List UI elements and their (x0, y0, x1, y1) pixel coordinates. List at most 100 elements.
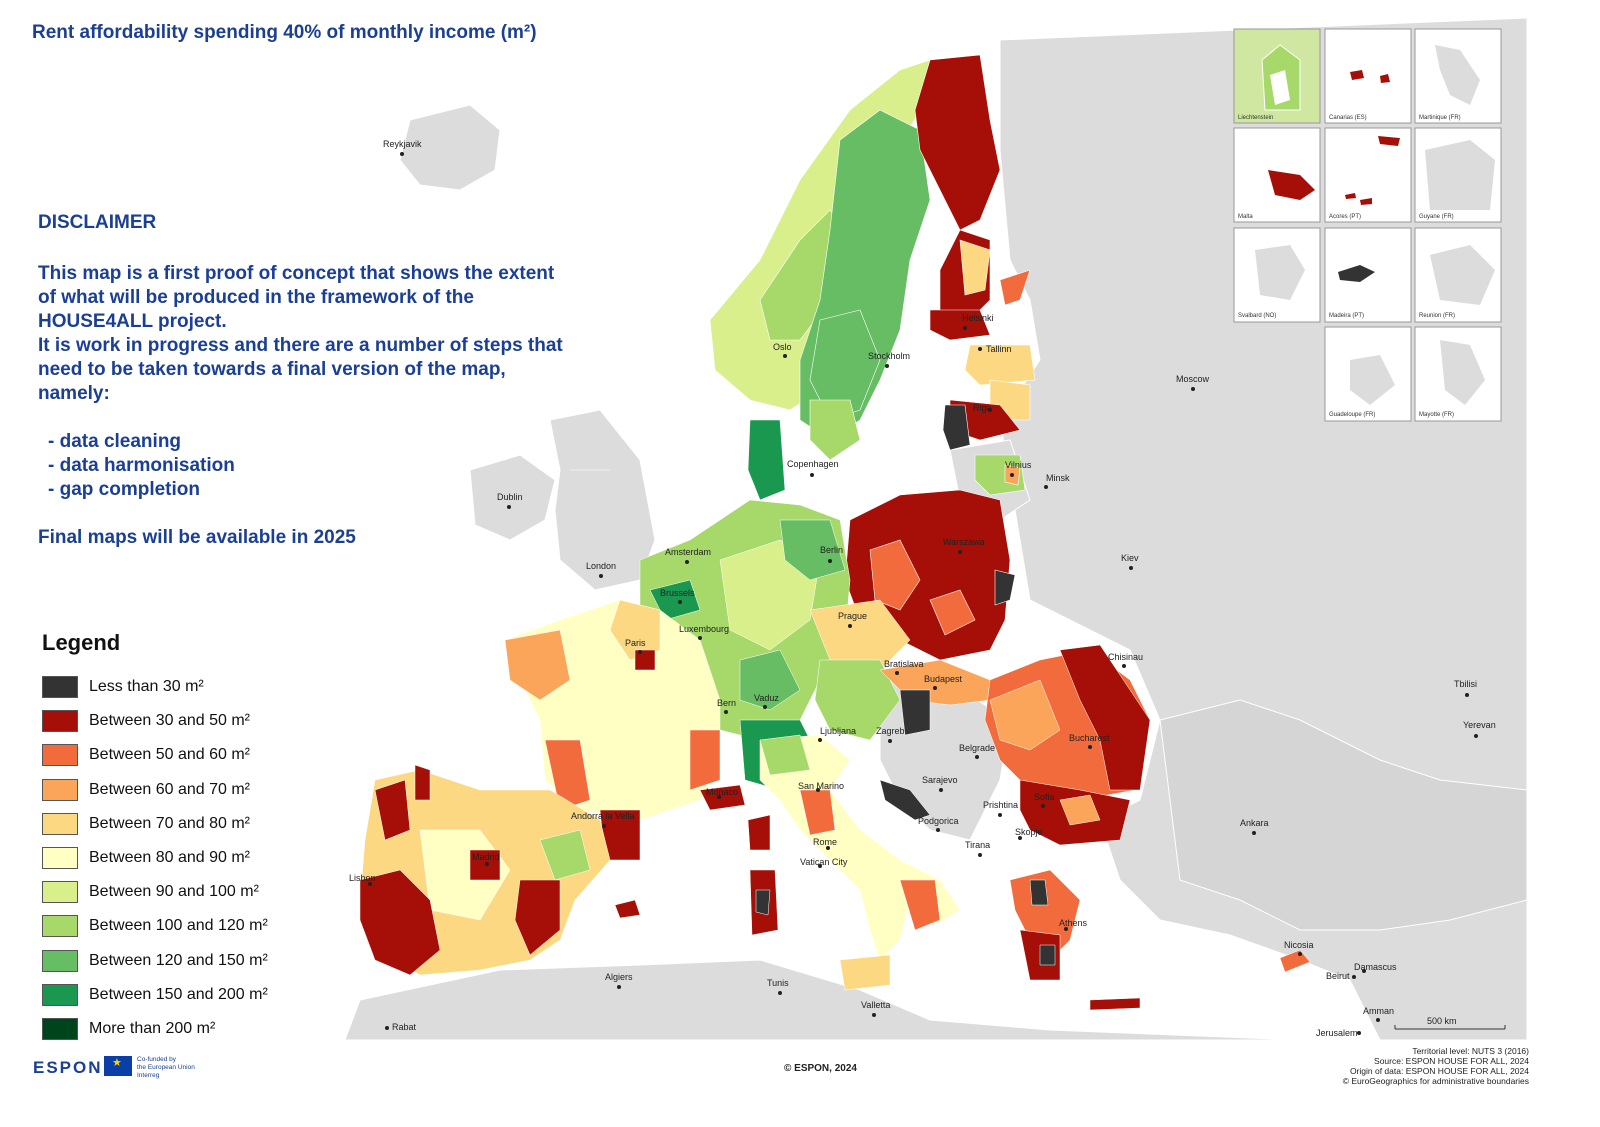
city-markers (368, 152, 1478, 1035)
city-label-sarajevo: Sarajevo (922, 775, 958, 785)
city-label-prishtina: Prishtina (983, 800, 1018, 810)
legend-title: Legend (42, 630, 121, 655)
map-title: Rent affordability spending 40% of month… (32, 22, 537, 43)
disclaimer-list-item: - data cleaning (48, 431, 182, 452)
city-label-monaco: Monaco (706, 787, 738, 797)
legend-item: Between 50 and 60 m² (42, 738, 332, 772)
disclaimer-line: of what will be produced in the framewor… (38, 287, 474, 308)
city-label-moscow: Moscow (1176, 374, 1210, 384)
legend-swatch (42, 744, 78, 767)
city-label-yerevan: Yerevan (1463, 720, 1496, 730)
legend-item: Between 30 and 50 m² (42, 704, 332, 738)
legend: Legend Less than 30 m² Between 30 and 50… (42, 630, 332, 1046)
inset-label-guadeloupe: Guadeloupe (FR) (1329, 412, 1375, 418)
legend-swatch (42, 847, 78, 870)
legend-label: Between 90 and 100 m² (89, 883, 259, 901)
scale-bar: 500 km (1394, 1016, 1506, 1030)
legend-item: Between 60 and 70 m² (42, 773, 332, 807)
city-label-stockholm: Stockholm (868, 351, 910, 361)
legend-item: Between 150 and 200 m² (42, 978, 332, 1012)
city-label-valletta: Valletta (861, 1000, 890, 1010)
city-label-lisbon: Lisbon (349, 873, 376, 883)
legend-label: Between 120 and 150 m² (89, 951, 268, 969)
legend-item: Between 100 and 120 m² (42, 909, 332, 943)
legend-item: Less than 30 m² (42, 670, 332, 704)
region-iberia (359, 764, 611, 976)
inset-label-liechtenstein: Liechtenstein (1238, 115, 1273, 121)
city-label-andorra: Andorra la Vella (571, 811, 635, 821)
city-label-bern: Bern (717, 698, 736, 708)
city-label-london: London (586, 561, 616, 571)
city-label-berlin: Berlin (820, 545, 843, 555)
eu-line: Co-funded by (137, 1056, 177, 1063)
city-label-ljubljana: Ljubljana (820, 726, 856, 736)
city-label-reykjavik: Reykjavik (383, 139, 422, 149)
disclaimer-line: It is work in progress and there are a n… (38, 335, 563, 356)
legend-label: Between 80 and 90 m² (89, 849, 250, 867)
region-scandinavia (709, 54, 1031, 501)
credit-line: Source: ESPON HOUSE FOR ALL, 2024 (1374, 1056, 1529, 1066)
legend-item: Between 90 and 100 m² (42, 875, 332, 909)
city-label-skopje: Skopje (1015, 827, 1043, 837)
inset-label-canarias: Canarias (ES) (1329, 115, 1367, 121)
disclaimer-line: need to be taken towards a final version… (38, 359, 506, 380)
legend-swatch (42, 881, 78, 904)
legend-item: Between 120 and 150 m² (42, 944, 332, 978)
city-label-luxembourg: Luxembourg (679, 624, 729, 634)
city-label-beirut: Beirut (1326, 971, 1350, 981)
credit-line: Origin of data: ESPON HOUSE FOR ALL, 202… (1349, 1066, 1529, 1076)
legend-label: Between 100 and 120 m² (89, 917, 268, 935)
city-label-kiev: Kiev (1121, 553, 1139, 563)
legend-swatch (42, 676, 78, 699)
legend-label: Between 60 and 70 m² (89, 780, 250, 798)
espon-logo: ESPON (33, 1058, 103, 1077)
city-label-jerusalem: Jerusalem (1316, 1028, 1358, 1038)
city-label-sofia: Sofia (1034, 792, 1055, 802)
disclaimer-body: This map is a first proof of concept tha… (38, 262, 618, 550)
legend-swatch (42, 915, 78, 938)
city-label-oslo: Oslo (773, 342, 792, 352)
credits: Territorial level: NUTS 3 (2016) Source:… (1343, 1046, 1529, 1086)
legend-label: More than 200 m² (89, 1019, 216, 1037)
city-label-riga: Riga (973, 403, 992, 413)
city-label-sanmarino: San Marino (798, 781, 844, 791)
legend-swatch (42, 983, 78, 1006)
city-label-damascus: Damascus (1354, 962, 1397, 972)
legend-label: Between 70 and 80 m² (89, 814, 250, 832)
city-label-rabat: Rabat (392, 1022, 417, 1032)
city-label-belgrade: Belgrade (959, 743, 995, 753)
eu-cofunding-text: Co-funded by the European Union Interreg (137, 1056, 195, 1080)
disclaimer-line: namely: (38, 383, 110, 404)
disclaimer-line: HOUSE4ALL project. (38, 311, 227, 332)
city-label-budapest: Budapest (924, 674, 963, 684)
city-label-vilnius: Vilnius (1005, 460, 1032, 470)
city-label-copenhagen: Copenhagen (787, 459, 839, 469)
inset-label-madeira: Madeira (PT) (1329, 313, 1364, 319)
inset-label-guyane: Guyane (FR) (1419, 214, 1454, 220)
legend-label: Less than 30 m² (89, 678, 204, 696)
city-labels: Reykjavik Dublin London Oslo Stockholm H… (349, 139, 1496, 1038)
city-label-brussels: Brussels (660, 588, 695, 598)
city-label-tirana: Tirana (965, 840, 990, 850)
legend-item: More than 200 m² (42, 1012, 332, 1046)
city-label-zagreb: Zagreb (876, 726, 905, 736)
city-label-vaduz: Vaduz (754, 693, 779, 703)
city-label-bratislava: Bratislava (884, 659, 924, 669)
legend-item: Between 70 and 80 m² (42, 807, 332, 841)
city-label-tallinn: Tallinn (986, 344, 1012, 354)
inset-label-acores: Acores (PT) (1329, 214, 1361, 220)
legend-swatch (42, 1017, 78, 1040)
city-label-paris: Paris (625, 638, 646, 648)
region-italy (614, 734, 961, 991)
inset-label-martinique: Martinique (FR) (1419, 115, 1461, 121)
legend-swatch (42, 812, 78, 835)
disclaimer-list-item: - gap completion (48, 479, 200, 500)
city-label-chisinau: Chisinau (1108, 652, 1143, 662)
eu-line: the European Union (137, 1064, 195, 1071)
city-label-athens: Athens (1059, 918, 1088, 928)
city-label-rome: Rome (813, 837, 837, 847)
disclaimer-final: Final maps will be available in 2025 (38, 527, 356, 548)
city-label-warsaw: Warszawa (943, 537, 985, 547)
credit-line: © EuroGeographics for administrative bou… (1342, 1076, 1529, 1086)
